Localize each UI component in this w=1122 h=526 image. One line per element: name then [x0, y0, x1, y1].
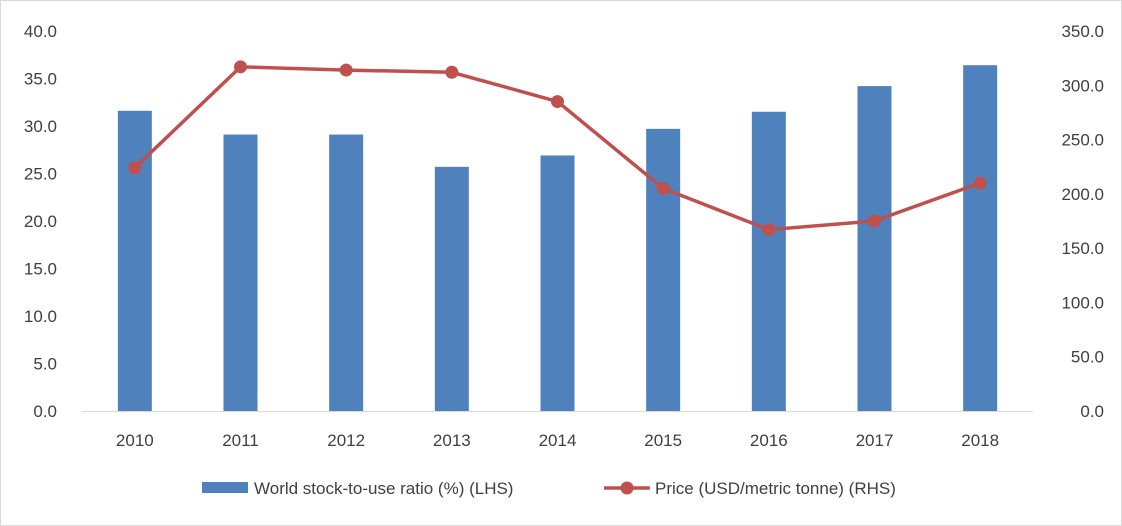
x-tick-label: 2018 — [961, 431, 999, 450]
price-point — [973, 176, 987, 190]
x-tick-label: 2017 — [856, 431, 894, 450]
right-tick-label: 250.0 — [1061, 131, 1104, 150]
x-tick-label: 2016 — [750, 431, 788, 450]
x-axis-ticks: 2010 2011 2012 2013 2014 2015 2016 2017 2018 — [116, 431, 999, 450]
price-point — [128, 161, 142, 175]
bar — [329, 134, 364, 412]
right-tick-label: 200.0 — [1061, 185, 1104, 204]
bar — [540, 155, 575, 411]
bar-series — [117, 65, 998, 412]
left-tick-label: 15.0 — [24, 260, 57, 279]
x-tick-label: 2014 — [539, 431, 577, 450]
right-tick-label: 150.0 — [1061, 239, 1104, 258]
left-tick-label: 10.0 — [24, 307, 57, 326]
x-tick-label: 2010 — [116, 431, 154, 450]
bar — [857, 86, 892, 411]
right-tick-label: 300.0 — [1061, 76, 1104, 95]
price-point — [551, 95, 564, 109]
price-point — [762, 223, 776, 237]
left-tick-label: 5.0 — [33, 355, 57, 374]
right-tick-label: 100.0 — [1061, 293, 1104, 312]
legend-bar-label: World stock-to-use ratio (%) (LHS) — [254, 479, 513, 498]
bar — [963, 65, 998, 411]
left-tick-label: 35.0 — [24, 70, 57, 89]
right-tick-label: 350.0 — [1061, 22, 1104, 41]
left-tick-label: 25.0 — [24, 165, 57, 184]
left-tick-label: 30.0 — [24, 117, 57, 136]
price-point — [445, 65, 459, 79]
x-tick-label: 2013 — [433, 431, 471, 450]
x-tick-label: 2011 — [222, 431, 259, 450]
right-tick-label: 50.0 — [1071, 348, 1104, 367]
bar — [117, 110, 152, 412]
right-tick-label: 0.0 — [1080, 402, 1104, 421]
bar — [434, 166, 469, 411]
price-point — [656, 181, 670, 195]
legend-line-marker — [620, 481, 634, 495]
bar — [646, 128, 681, 411]
bar — [223, 134, 258, 412]
left-tick-label: 20.0 — [24, 212, 57, 231]
price-point — [339, 63, 353, 77]
bar — [751, 111, 786, 411]
price-point — [868, 214, 881, 228]
x-tick-label: 2015 — [644, 431, 682, 450]
legend: World stock-to-use ratio (%) (LHS) Price… — [202, 479, 896, 498]
left-tick-label: 0.0 — [33, 402, 57, 421]
legend-line-label: Price (USD/metric tonne) (RHS) — [655, 479, 896, 498]
left-axis-ticks: 0.0 5.0 10.0 15.0 20.0 25.0 30.0 35.0 40.0 — [24, 22, 57, 421]
line-series — [128, 60, 987, 237]
price-point — [234, 60, 247, 74]
left-tick-label: 40.0 — [24, 22, 57, 41]
legend-bar-swatch — [202, 482, 248, 493]
x-tick-label: 2012 — [327, 431, 365, 450]
right-axis-ticks: 0.0 50.0 100.0 150.0 200.0 250.0 300.0 350.0 — [1061, 22, 1104, 421]
